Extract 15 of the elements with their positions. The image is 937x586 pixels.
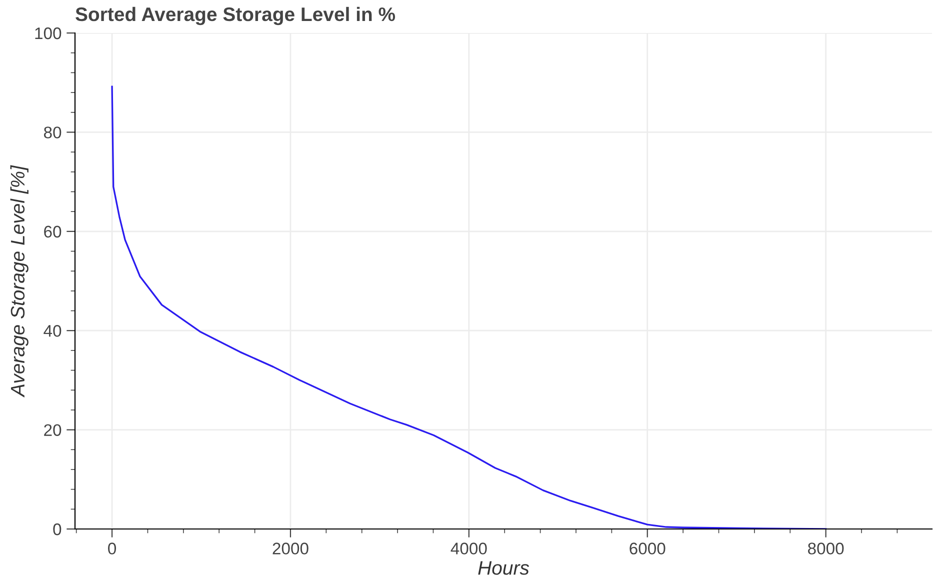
y-tick-label: 0 <box>53 523 62 536</box>
x-axis-title: Hours <box>478 561 530 575</box>
x-tick-label: 8000 <box>808 542 844 554</box>
y-tick-label: 40 <box>44 325 62 337</box>
y-axis-title: Average Storage Level [%] <box>10 165 28 398</box>
y-tick-label: 100 <box>35 27 62 40</box>
y-tick-label: 20 <box>44 424 62 436</box>
x-tick-label: 0 <box>108 542 116 554</box>
y-tick-label: 80 <box>44 126 62 138</box>
x-tick-label: 6000 <box>630 542 666 554</box>
x-tick-label: 4000 <box>450 542 487 554</box>
x-tick-label: 2000 <box>272 542 308 554</box>
y-tick-label: 60 <box>44 226 62 238</box>
line-series <box>111 86 827 529</box>
chart-title: Sorted Average Storage Level in % <box>76 6 396 26</box>
